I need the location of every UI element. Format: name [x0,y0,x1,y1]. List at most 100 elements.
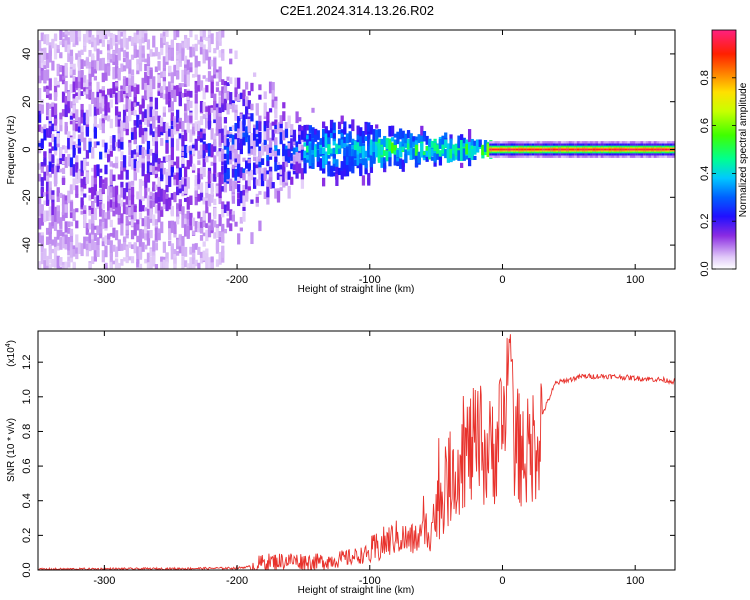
spectrogram-band-cell [542,148,546,151]
svg-text:(x104): (x104) [5,340,17,367]
spectrogram-cell [343,142,347,148]
spectrogram-cell [202,212,206,221]
spectrogram-cell [53,165,58,179]
spectrogram-cell [154,243,159,251]
spectrogram-cell [449,148,453,159]
spectrogram-cell [287,153,291,163]
spectrogram-cell [165,52,169,62]
spectrogram-cell [327,164,331,177]
spectrogram-cell [114,92,119,101]
spectrogram-cell [91,55,95,68]
spectrogram-cell [300,125,305,131]
spectrogram-cell [388,157,392,167]
spectrogram-cell [282,170,286,182]
spectrogram-cell [329,132,334,139]
spectrogram-cell [51,202,55,216]
spectrogram-band-cell [621,148,626,151]
spectrogram-cell [348,153,352,167]
spectrogram-cell [292,164,297,171]
spectrogram-cell [130,101,135,111]
spectrogram-cell [194,190,198,198]
spectrogram-cell [181,179,185,192]
spectrogram-cell [141,155,145,167]
spectrogram-cell [146,161,151,174]
spectrogram-cell [361,130,366,144]
spectrogram-band-cell [603,148,607,151]
spectrogram-cell [205,229,209,242]
spectrogram-cell [282,130,286,141]
spectrogram-cell [186,37,190,50]
spectrogram-cell [93,97,97,107]
spectrogram-cell [122,50,127,58]
spectrogram-cell [38,67,42,76]
spectrogram-cell [77,88,82,100]
spectrogram-cell [160,221,164,234]
spectrogram-cell [385,151,389,160]
spectrogram-cell [101,72,105,83]
spectrogram-cell [268,166,273,172]
spectrogram-cell [80,210,84,215]
spectrogram-cell [109,88,113,94]
spectrogram-cell [173,191,177,203]
spectrogram-cell [210,173,214,182]
spectrogram-cell [178,180,182,189]
snr-y-scale-exp: 4 [5,343,12,347]
spectrogram-cell [83,35,87,42]
spectrogram-cell [226,201,230,211]
spectrogram-cell [165,122,169,132]
spectrogram-cell [173,129,177,135]
spectrogram-cell [53,78,58,86]
spectrogram-cell [83,183,87,189]
spectrogram-cell [229,102,233,109]
spectrogram-cell [104,115,108,121]
spectrogram-cell [218,96,222,108]
colorbar: 0.00.20.40.60.8 Normalized spectral ampl… [699,29,749,277]
spectrogram-cell [59,147,63,159]
spectrogram-cell [112,163,116,168]
spectrogram-cell [207,105,212,115]
spectrogram-cell [221,148,225,159]
spectrogram-cell [446,149,450,159]
spectrogram-cell [43,200,47,206]
spectrogram-cell [260,143,265,156]
spectrogram-cell [152,109,156,118]
spectrogram-cell [130,127,135,134]
spectrogram-cell [462,137,466,147]
spectrogram-cell [67,106,71,113]
spectrogram-cell [181,135,185,147]
spectrogram-cell [157,74,161,83]
spectrogram-cell [104,245,108,258]
spectrogram-cell [215,103,220,109]
spectrogram-cell [268,81,273,94]
spectrogram-band-cell [529,148,533,151]
spectrogram-cell [43,70,47,83]
spectrogram-cell [117,139,121,149]
spectrogram-cell [223,125,228,136]
spectrogram-cell [271,121,275,126]
spectrogram-cell [229,58,233,65]
spectrogram-cell [136,161,140,173]
spectrogram-cell [340,139,344,149]
spectrogram-cell [133,32,137,43]
spectrogram-cell [138,178,143,191]
spectrogram-cell [176,71,180,80]
spectrogram-cell [340,169,344,180]
spectrogram-cell [136,235,140,243]
snr-y-tick-label: 0.4 [21,493,33,508]
spectrogram-cell [141,37,145,44]
spectrogram-cell [146,82,151,96]
spectrogram-cell [59,119,63,126]
spectrogram-cell [321,137,326,147]
spectrogram-cell [266,160,270,167]
spectrogram-cell [101,183,105,193]
spectrogram-cell [351,166,355,174]
spectrogram-cell [59,237,63,250]
spectrogram-cell [473,140,477,146]
spectrogram-cell [258,121,262,132]
spectrogram-cell [258,84,262,91]
spectrogram-cell [91,256,95,264]
spectrogram-cell [329,119,334,129]
spectrogram-cell [321,147,326,157]
